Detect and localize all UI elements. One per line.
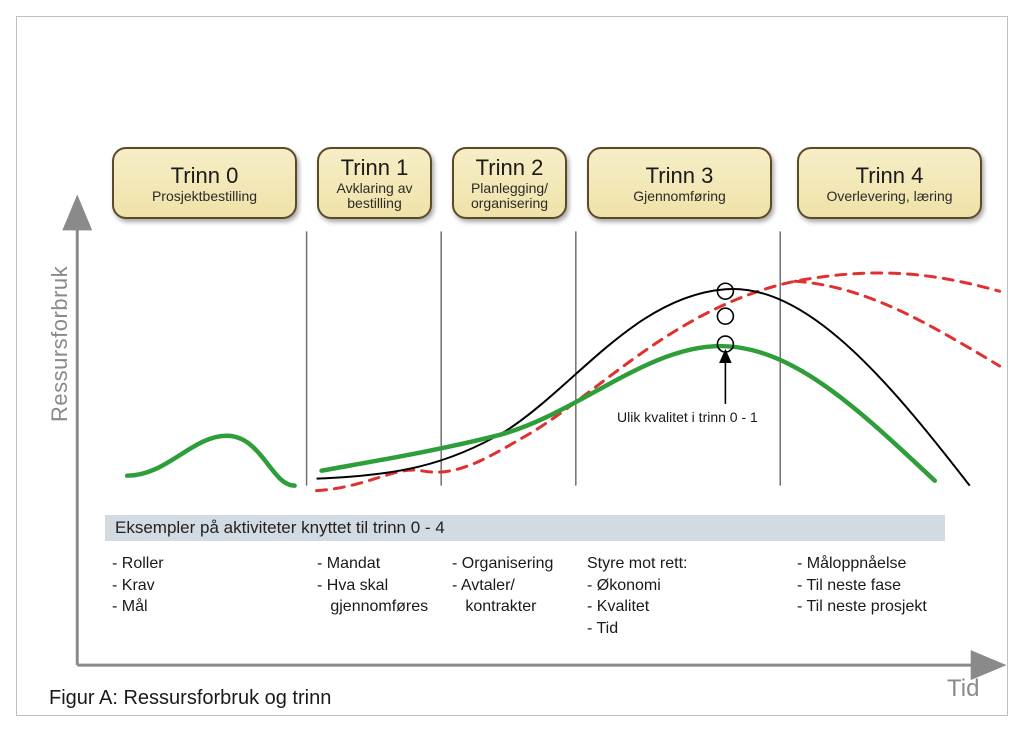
stage-subtitle: Planlegging/ organisering — [460, 181, 559, 210]
curve-red-main — [317, 273, 1000, 491]
stage-box-trinn0: Trinn 0 Prosjektbestilling — [112, 147, 297, 219]
activities-col-2: - Organisering - Avtaler/ kontrakter — [452, 553, 553, 618]
figure-caption: Figur A: Ressursforbruk og trinn — [49, 687, 331, 710]
stage-title: Trinn 2 — [460, 155, 559, 181]
diagram-frame: Trinn 0 Prosjektbestilling Trinn 1 Avkla… — [16, 16, 1008, 716]
stage-dividers — [307, 231, 781, 485]
curve-green — [127, 346, 935, 486]
deviation-label: Ulik kvalitet i trinn 0 - 1 — [617, 409, 758, 425]
stage-box-trinn2: Trinn 2 Planlegging/ organisering — [452, 147, 567, 219]
stage-subtitle: Gjennomføring — [595, 189, 764, 204]
stage-title: Trinn 0 — [120, 163, 289, 189]
stage-title: Trinn 4 — [805, 163, 974, 189]
stage-subtitle: Overlevering, læring — [805, 189, 974, 204]
x-axis-label: Tid — [947, 675, 979, 703]
stage-subtitle: Avklaring av bestilling — [325, 181, 424, 210]
stage-title: Trinn 3 — [595, 163, 764, 189]
stage-box-trinn4: Trinn 4 Overlevering, læring — [797, 147, 982, 219]
activities-col-0: - Roller - Krav - Mål — [112, 553, 164, 618]
activities-col-3: Styre mot rett: - Økonomi - Kvalitet - T… — [587, 553, 687, 639]
activities-header-text: Eksempler på aktiviteter knyttet til tri… — [115, 518, 445, 538]
activities-col-4: - Måloppnåelse - Til neste fase - Til ne… — [797, 553, 927, 618]
stage-title: Trinn 1 — [325, 155, 424, 181]
activities-col-1: - Mandat - Hva skal gjennomføres — [317, 553, 428, 618]
curve-black — [317, 289, 970, 486]
stage-subtitle: Prosjektbestilling — [120, 189, 289, 204]
curve-red-branch — [795, 281, 999, 366]
y-axis-label: Ressursforbruk — [47, 266, 73, 422]
stage-box-trinn3: Trinn 3 Gjennomføring — [587, 147, 772, 219]
deviation-markers — [717, 283, 733, 352]
stage-box-trinn1: Trinn 1 Avklaring av bestilling — [317, 147, 432, 219]
activities-header-bar: Eksempler på aktiviteter knyttet til tri… — [105, 515, 945, 541]
